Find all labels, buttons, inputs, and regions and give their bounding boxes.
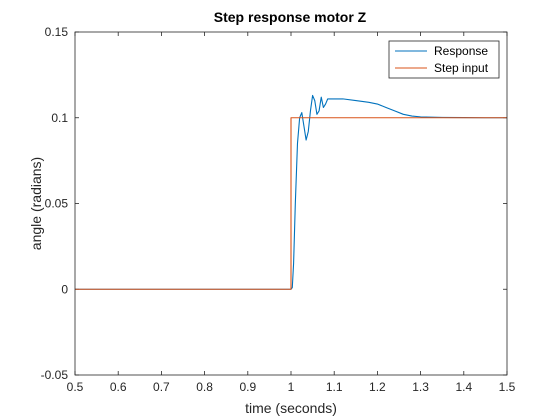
x-tick-label: 1.5: [499, 380, 516, 394]
y-tick-label: 0.1: [51, 111, 68, 125]
y-tick-label: 0.15: [45, 25, 69, 39]
x-axis-label: time (seconds): [245, 400, 337, 416]
series-layer: [75, 94, 507, 290]
legend-label-step-input: Step input: [434, 61, 489, 75]
legend-box: [388, 40, 500, 79]
legend: Response Step input: [388, 40, 500, 79]
chart-title: Step response motor Z: [214, 9, 367, 25]
y-axis-ticks: -0.05 0 0.05 0.1 0.15: [41, 25, 507, 382]
legend-label-response: Response: [434, 44, 488, 58]
x-tick-label: 0.7: [153, 380, 170, 394]
x-tick-label: 1.1: [326, 380, 343, 394]
y-tick-label: 0: [61, 282, 68, 296]
x-tick-label: 0.9: [239, 380, 256, 394]
x-tick-label: 0.5: [67, 380, 84, 394]
plot-frame: [74, 31, 508, 376]
response-line: [75, 94, 507, 290]
x-tick-label: 1.4: [455, 380, 472, 394]
x-tick-label: 1.3: [412, 380, 429, 394]
x-tick-label: 1.2: [369, 380, 386, 394]
y-axis-label: angle (radians): [28, 157, 44, 250]
x-tick-label: 0.6: [110, 380, 127, 394]
x-tick-label: 1: [288, 380, 295, 394]
y-tick-label: -0.05: [41, 368, 69, 382]
x-tick-label: 0.8: [196, 380, 213, 394]
x-axis-ticks: 0.5 0.6 0.7 0.8 0.9 1 1.1 1.2 1.3 1.4 1.5: [67, 32, 516, 394]
step-input-line: [75, 117, 507, 290]
y-tick-label: 0.05: [45, 197, 69, 211]
